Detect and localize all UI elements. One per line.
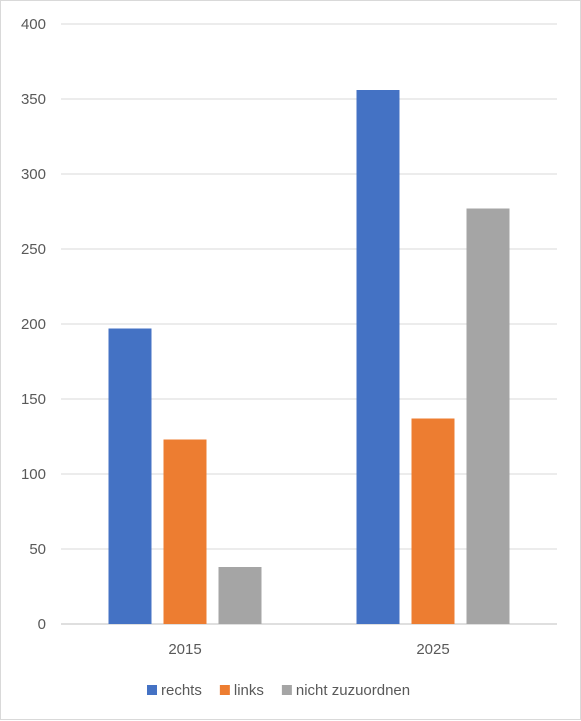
- y-tick-label-150: 150: [21, 391, 46, 408]
- legend-swatch-nicht-zuzuordnen: [281, 685, 292, 695]
- bar-rechts-2015: [108, 328, 152, 624]
- y-tick-label-100: 100: [21, 466, 46, 483]
- x-tick-label-2015: 2015: [168, 641, 201, 658]
- x-tick-label-2025: 2025: [416, 641, 449, 658]
- y-tick-label-50: 50: [29, 541, 46, 558]
- bar-links-2025: [411, 418, 455, 624]
- bar-links-2015: [163, 439, 207, 624]
- y-axis-tick-labels: 0 50 100 150 200 250 300 350 400: [21, 16, 46, 633]
- legend-swatch-rechts: [147, 685, 157, 695]
- legend-label-links: links: [234, 682, 264, 699]
- y-tick-label-400: 400: [21, 16, 46, 33]
- bar-nicht-zuzuordnen-2025: [466, 208, 510, 624]
- bar-nicht-zuzuordnen-2015: [218, 567, 262, 624]
- legend-swatch-links: [219, 685, 230, 695]
- y-tick-label-350: 350: [21, 91, 46, 108]
- legend-label-rechts: rechts: [161, 682, 202, 699]
- y-tick-label-0: 0: [38, 616, 46, 633]
- y-tick-label-300: 300: [21, 166, 46, 183]
- legend: rechts links nicht zuzuordnen: [147, 682, 410, 699]
- y-tick-label-250: 250: [21, 241, 46, 258]
- x-axis-tick-labels: 2015 2025: [168, 641, 449, 658]
- bars: [108, 90, 510, 624]
- legend-label-nicht-zuzuordnen: nicht zuzuordnen: [296, 682, 410, 699]
- y-tick-label-200: 200: [21, 316, 46, 333]
- bar-rechts-2025: [356, 90, 400, 624]
